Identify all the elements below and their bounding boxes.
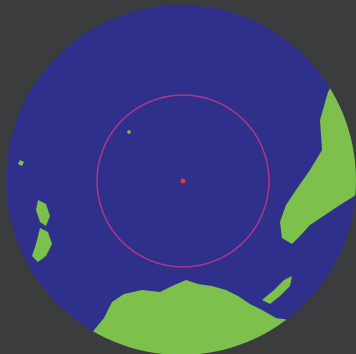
center-point	[180, 178, 186, 184]
new-zealand-north	[36, 200, 50, 226]
antarctic-peninsula	[262, 276, 292, 304]
range-circle	[96, 94, 270, 268]
antarctica	[60, 280, 300, 354]
new-zealand-south	[32, 228, 52, 262]
